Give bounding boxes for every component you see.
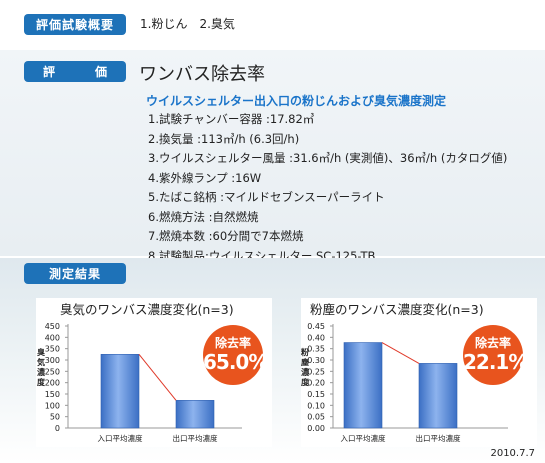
y-tick-label: 200 [45,379,60,388]
y-axis-label-char: 粉 [301,347,309,357]
conditions-list: 1.試験チャンバー容器 :17.82㎥ 2.換気量 :113㎥/h (6.3回/… [148,110,538,266]
y-tick-label: 0.35 [307,345,325,354]
removal-rate-badge-dust: 除去率 22.1% [463,325,528,385]
results-tag: 測定結果 [24,263,126,284]
y-axis-label-char: 濃 [301,367,310,377]
badge-label: 除去率 [214,336,251,350]
condition-item: 7.燃焼本数 :60分間で7本燃焼 [148,229,304,243]
summary-tag: 評価試験概要 [24,14,126,35]
y-tick-label: 50 [50,413,60,422]
chart-title-dust: 粉塵のワンバス濃度変化(n=3) [310,302,484,317]
y-tick-label: 0.20 [307,379,325,388]
condition-item: 1.試験チャンバー容器 :17.82㎥ [148,112,315,126]
evaluation-title: ワンバス除去率 [139,64,265,85]
y-axis-label-char: 度 [301,377,310,387]
x-tick-label: 入口平均濃度 [341,433,386,443]
y-tick-label: 0.15 [307,390,325,399]
summary-row: 評価試験概要 1.粉じん 2.臭気 [0,0,545,44]
y-tick-label: 0 [55,424,60,433]
badge-value: 22.1% [463,350,528,374]
y-axis-label-char: 気 [37,357,45,367]
evaluation-subtitle: ウイルスシェルター出入口の粉じんおよび臭気濃度測定 [146,94,447,108]
decrease-connector-line [381,342,420,364]
bar-inlet [343,342,383,429]
y-tick-label: 400 [45,333,60,342]
x-tick-label: 入口平均濃度 [98,433,143,443]
badge-label: 除去率 [474,336,511,350]
y-tick-label: 0.45 [307,322,325,331]
evaluation-section: 評 価 ワンバス除去率 ウイルスシェルター出入口の粉じんおよび臭気濃度測定 1.… [0,50,545,263]
condition-item: 5.たばこ銘柄 :マイルドセブンスーパーライト [148,190,385,204]
y-tick-label: 0.30 [307,356,325,365]
y-tick-label: 0.00 [307,424,325,433]
condition-item: 3.ウイルスシェルター風量 :31.6㎥/h (実測値)、36㎥/h (カタログ… [148,151,508,165]
x-tick-label: 出口平均濃度 [416,433,461,443]
y-axis-label-char: 塵 [301,357,309,367]
y-tick-label: 350 [45,345,60,354]
y-tick-label: 0.25 [307,367,325,376]
bar-outlet [175,400,215,429]
y-tick-label: 0.05 [307,413,325,422]
decrease-connector-line [138,354,177,401]
y-tick-label: 100 [45,401,60,410]
chart-title-odor: 臭気のワンバス濃度変化(n=3) [60,302,234,317]
y-tick-label: 450 [45,322,60,331]
removal-rate-badge-odor: 除去率 65.0% [203,325,268,385]
condition-item: 4.紫外線ランプ :16W [148,170,262,185]
y-tick-label: 250 [45,367,60,376]
evaluation-tag: 評 価 [24,61,126,82]
badge-value: 65.0% [203,350,268,374]
y-axis-label-char: 度 [37,377,46,387]
summary-items: 1.粉じん 2.臭気 [140,17,235,31]
x-tick-label: 出口平均濃度 [173,433,218,443]
y-tick-label: 150 [45,390,60,399]
y-axis-label-char: 濃 [37,367,46,377]
condition-item: 6.燃焼方法 :自然燃焼 [148,209,259,224]
y-tick-label: 300 [45,356,60,365]
bar-outlet [418,363,458,429]
y-tick-label: 0.40 [307,333,325,342]
bar-inlet [100,354,140,429]
y-axis-label-char: 臭 [37,347,45,357]
condition-item: 2.換気量 :113㎥/h (6.3回/h) [148,131,300,146]
test-date: 2010.7.7 [490,448,535,459]
y-tick-label: 0.10 [307,401,325,410]
